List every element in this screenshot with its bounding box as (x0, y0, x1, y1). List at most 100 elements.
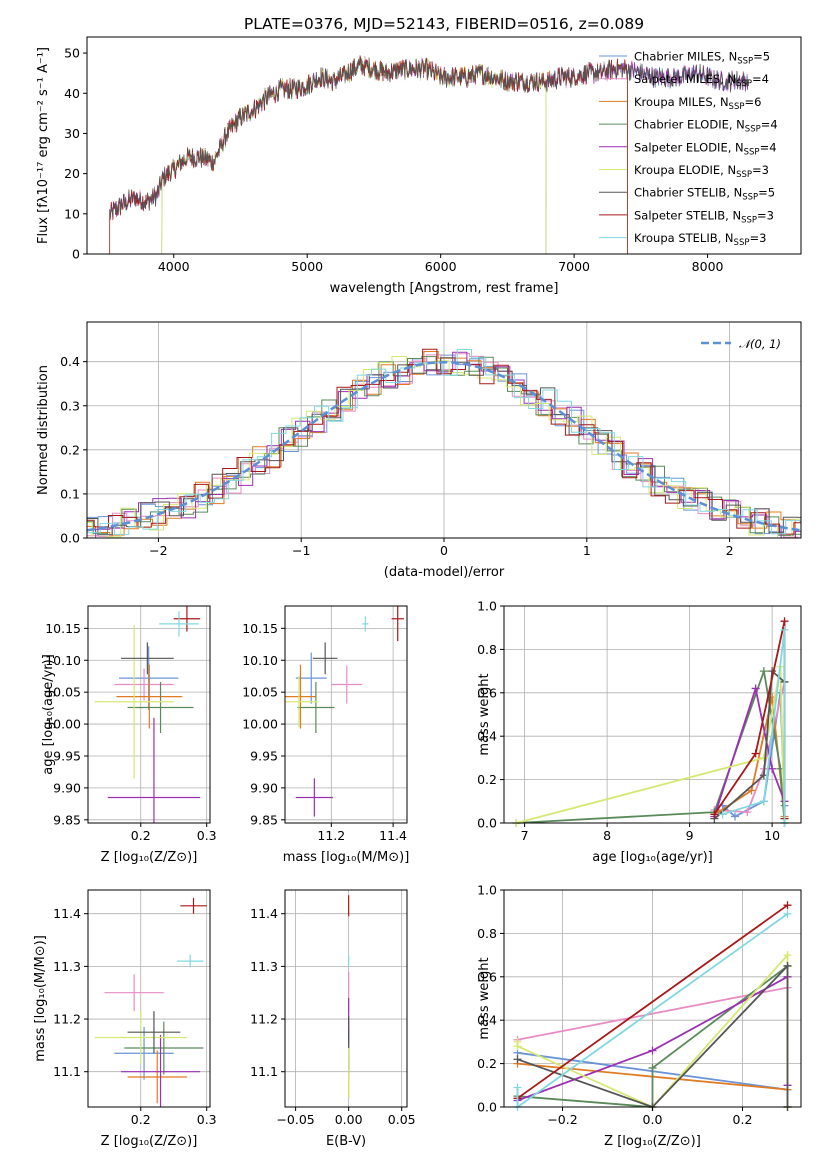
y-tick-label: 9.95 (53, 748, 81, 763)
error-point-kroupa-miles (127, 1050, 187, 1104)
legend-name: Chabrier ELODIE, N (634, 118, 745, 132)
weight-marker (743, 808, 752, 817)
legend-tail: =5 (753, 50, 770, 64)
legend-tail: =3 (749, 231, 766, 245)
error-point-salpeter-miles (331, 665, 363, 704)
axes-mass-vs-ebv: −0.05 0.00 0.05 11.1 11.2 11.3 11.4 E(B-V) (250, 889, 416, 1149)
error-point-kroupa-stelib (362, 616, 369, 632)
x-tick-label: 10 (764, 828, 780, 843)
x-tick-label: 0.00 (335, 1112, 363, 1127)
x-tick-label: 0.0 (643, 1112, 663, 1127)
legend-tail: =4 (760, 140, 777, 154)
y-tick-label: 10.00 (242, 717, 278, 732)
x-axis-label: mass [log₁₀(M/M⊙)] (283, 850, 410, 865)
y-axis-label: mass weight (477, 673, 492, 755)
axes-weight-vs-age: 7 8 9 10 0.0 0.2 0.4 0.6 0.8 1.0 age [log₁₀(age/yr… (477, 599, 802, 865)
x-axis-label: (data-model)/error (384, 565, 505, 580)
axes-mass-vs-Z: 0.2 0.3 11.1 11.2 11.3 11.4 Z [log₁₀(Z/Z⊙)] mas… (33, 889, 217, 1149)
y-tick-label: 9.85 (53, 812, 81, 827)
error-point-salpeter-stelib (391, 606, 404, 642)
y-tick-label: 11.3 (53, 959, 81, 974)
weight-marker (513, 1055, 522, 1064)
weight-marker (751, 749, 760, 758)
x-tick-label: 0.05 (388, 1112, 416, 1127)
y-tick-label: 0.3 (60, 398, 80, 413)
weight-marker (783, 909, 792, 918)
legend-entry: Kroupa ELODIE, NSSP=3 (634, 163, 769, 180)
y-tick-label: 9.85 (250, 812, 278, 827)
weight-marker (731, 812, 739, 821)
y-axis-label: age [log₁₀(age/yr)] (41, 654, 56, 775)
error-point-chabrier-stelib (127, 1011, 181, 1054)
y-tick-label: 0.4 (477, 1013, 497, 1028)
weight-marker (648, 1063, 657, 1072)
y-tick-label: 11.3 (250, 959, 278, 974)
legend-sub: SSP (734, 238, 750, 248)
x-tick-label: 8 (603, 828, 611, 843)
y-axis-label: Normed distribution (36, 365, 51, 495)
y-tick-label: 0 (72, 247, 80, 262)
x-axis-label: wavelength [Angstrom, rest frame] (330, 281, 559, 296)
legend-sub: SSP (741, 215, 757, 225)
legend-tail: =3 (757, 208, 774, 222)
x-tick-label: 0.3 (197, 1112, 217, 1127)
legend-tail: =3 (752, 163, 769, 177)
y-tick-label: 1.0 (477, 599, 497, 614)
legend-name: Chabrier MILES, N (634, 50, 737, 64)
weight-line (517, 963, 789, 1109)
weight-marker (759, 753, 768, 762)
weight-line (713, 669, 786, 820)
x-tick-label: −0.05 (276, 1112, 314, 1127)
weight-series-kroupa-elodie (512, 662, 789, 827)
legend-name: Salpeter MILES, N (634, 72, 736, 86)
weight-series-chabrier-elodie (512, 667, 789, 827)
weight-marker (783, 961, 792, 970)
weight-marker (783, 901, 792, 910)
y-tick-label: 11.2 (250, 1012, 278, 1027)
legend-entry: Salpeter ELODIE, NSSP=4 (634, 140, 777, 157)
legend-name: Chabrier STELIB, N (634, 186, 742, 200)
y-tick-label: 1.0 (477, 883, 497, 898)
legend-tail: =6 (744, 95, 761, 109)
x-tick-label: −1 (292, 543, 310, 558)
y-tick-label: 9.90 (53, 780, 81, 795)
plot-area (87, 348, 801, 538)
x-tick-label: 11.4 (379, 828, 407, 843)
weight-marker (513, 1083, 522, 1092)
x-tick-label: 0.2 (733, 1112, 753, 1127)
axes-frame (87, 605, 211, 824)
weight-line (516, 670, 786, 824)
x-axis-label: Z [log₁₀(Z/Z⊙)] (604, 1134, 701, 1149)
x-tick-label: 7 (521, 828, 529, 843)
y-tick-label: 0.4 (60, 354, 80, 369)
x-tick-label: 11.2 (317, 828, 345, 843)
legend-entry: Salpeter MILES, NSSP=4 (634, 72, 769, 89)
error-point-chabrier-miles (118, 646, 179, 711)
weight-line (516, 904, 789, 1100)
error-point-chabrier-elodie (127, 681, 194, 734)
error-point-chabrier-stelib (120, 642, 174, 675)
error-point-chabrier-stelib (312, 642, 338, 675)
axes-frame (87, 889, 211, 1108)
legend-sub: SSP (729, 102, 745, 112)
error-point-kroupa-elodie (94, 1011, 187, 1064)
y-tick-label: 0.8 (477, 926, 497, 941)
y-tick-label: 10.05 (242, 685, 278, 700)
error-point-salpeter-elodie (120, 1034, 201, 1107)
error-point-salpeter-miles (114, 668, 174, 701)
weight-marker (751, 684, 760, 693)
error-point-salpeter-elodie (295, 778, 333, 817)
y-axis-label: mass weight (477, 957, 492, 1039)
axes-frame (284, 889, 408, 1108)
y-tick-label: 9.95 (250, 748, 278, 763)
y-tick-label: 30 (64, 126, 80, 141)
y-tick-label: 11.4 (53, 906, 81, 921)
weight-marker (768, 764, 777, 773)
y-axis-label: mass [log₁₀(M/M⊙)] (33, 935, 48, 1062)
error-point-kroupa-miles (285, 664, 316, 729)
x-axis-label: E(B-V) (326, 1134, 366, 1149)
x-axis-label: Z [log₁₀(Z/Z⊙)] (101, 1134, 198, 1149)
y-tick-label: 0.0 (477, 1100, 497, 1115)
axes-age-vs-mass: 11.2 11.4 9.85 9.90 9.95 10.00 10.05 10.10 10.15… (242, 605, 410, 865)
legend-sub: SSP (737, 57, 753, 67)
